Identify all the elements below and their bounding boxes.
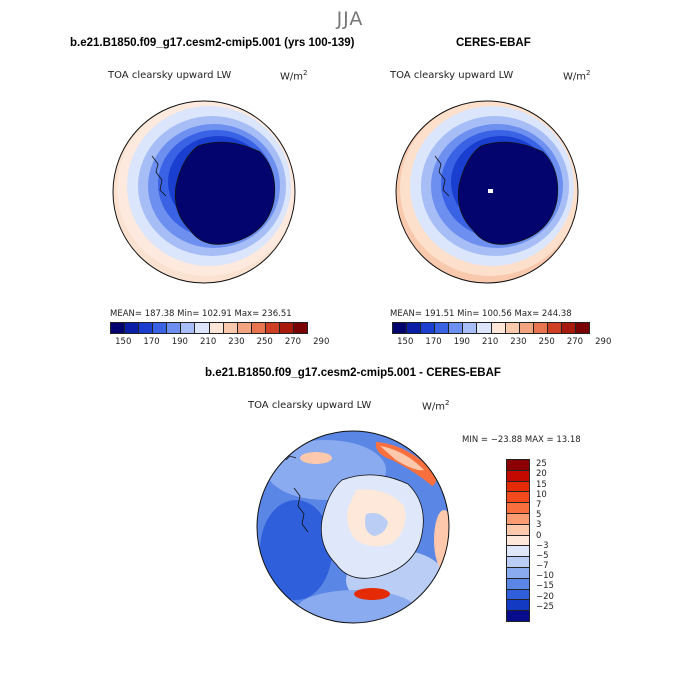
colorbar-swatch — [279, 323, 295, 333]
colorbar-tick-label: 10 — [536, 489, 547, 500]
colorbar-swatch — [294, 323, 308, 333]
colorbar-tick-label: 20 — [536, 469, 547, 480]
colorbar-tick-label: 25 — [536, 459, 547, 470]
diff-panel-variable: TOA clearsky upward LW — [248, 400, 372, 411]
colorbar-tick-label: 7 — [536, 499, 542, 510]
colorbar-swatch — [576, 323, 590, 333]
panel-1-polar-map — [112, 100, 296, 284]
colorbar-swatch — [251, 323, 266, 333]
colorbar-swatch — [507, 567, 529, 579]
colorbar-tick-label: −20 — [536, 591, 554, 602]
colorbar-swatch — [507, 481, 529, 493]
colorbar-tick-label: 210 — [482, 337, 499, 347]
colorbar-tick-label: 170 — [425, 337, 442, 347]
colorbar-swatch — [507, 546, 529, 558]
colorbar-swatch — [223, 323, 238, 333]
colorbar-swatch — [125, 323, 140, 333]
colorbar-swatch — [153, 323, 168, 333]
colorbar-tick-label: −3 — [536, 540, 549, 551]
colorbar-swatch — [491, 323, 506, 333]
colorbar-swatch — [507, 513, 529, 525]
colorbar-swatch — [421, 323, 436, 333]
colorbar-swatch — [167, 323, 182, 333]
colorbar-swatch — [209, 323, 224, 333]
colorbar-swatch — [449, 323, 464, 333]
colorbar-swatch — [507, 557, 529, 568]
colorbar-swatch — [265, 323, 280, 333]
panel-1-colorbar — [110, 322, 308, 334]
colorbar-swatch — [507, 460, 529, 471]
colorbar-swatch — [561, 323, 577, 333]
colorbar-swatch — [507, 535, 529, 547]
colorbar-tick-label: 270 — [284, 337, 302, 347]
colorbar-tick-label: 190 — [171, 337, 188, 347]
colorbar-swatch — [507, 578, 529, 590]
colorbar-tick-label: −7 — [536, 561, 549, 572]
colorbar-tick-label: 5 — [536, 510, 542, 521]
panel-2-units: W/m2 — [563, 69, 591, 83]
colorbar-swatch — [181, 323, 196, 333]
diff-panel-stats: MIN = −23.88 MAX = 13.18 — [462, 435, 581, 445]
colorbar-swatch — [111, 323, 126, 333]
colorbar-tick-label: 170 — [143, 337, 160, 347]
colorbar-tick-label: 290 — [313, 337, 330, 347]
colorbar-tick-label: 270 — [566, 337, 584, 347]
colorbar-swatch — [507, 470, 529, 482]
colorbar-tick-label: 3 — [536, 520, 542, 531]
colorbar-swatch — [507, 600, 529, 612]
diff-panel-title: b.e21.B1850.f09_g17.cesm2-cmip5.001 - CE… — [205, 367, 501, 379]
colorbar-tick-label: 290 — [595, 337, 612, 347]
colorbar-tick-label: −15 — [536, 581, 554, 592]
colorbar-tick-label: −25 — [536, 601, 554, 612]
colorbar-tick-label: 210 — [200, 337, 217, 347]
colorbar-swatch — [435, 323, 450, 333]
diff-panel-units: W/m2 — [422, 399, 450, 413]
colorbar-tick-label: 0 — [536, 530, 542, 541]
colorbar-swatch — [463, 323, 478, 333]
panel-2-polar-map — [395, 100, 579, 284]
diff-colorbar — [506, 459, 530, 622]
colorbar-tick-label: 250 — [538, 337, 555, 347]
colorbar-tick-label: 190 — [453, 337, 470, 347]
colorbar-swatch — [407, 323, 422, 333]
diff-colorbar-ticks: 25 20 15 10 7 5 3 0 −3 −5 −7 −10 −15 −20 −25 — [536, 459, 576, 622]
panel-2-title: CERES-EBAF — [456, 37, 531, 49]
colorbar-tick-label: 150 — [397, 337, 414, 347]
panel-1-title: b.e21.B1850.f09_g17.cesm2-cmip5.001 (yrs… — [70, 37, 355, 49]
panel-1-variable: TOA clearsky upward LW — [108, 70, 232, 81]
colorbar-swatch — [507, 589, 529, 601]
colorbar-tick-label: 230 — [228, 337, 245, 347]
panel-2-stats: MEAN= 191.51 Min= 100.56 Max= 244.38 — [390, 309, 572, 319]
colorbar-tick-label: 150 — [115, 337, 132, 347]
colorbar-tick-label: −10 — [536, 571, 554, 582]
colorbar-swatch — [477, 323, 492, 333]
colorbar-tick-label: 230 — [510, 337, 527, 347]
colorbar-tick-label: 250 — [256, 337, 273, 347]
colorbar-swatch — [195, 323, 210, 333]
colorbar-tick-label: 15 — [536, 479, 547, 490]
colorbar-swatch — [139, 323, 154, 333]
colorbar-swatch — [547, 323, 562, 333]
panel-1-stats: MEAN= 187.38 Min= 102.91 Max= 236.51 — [110, 309, 292, 319]
colorbar-tick-label: −5 — [536, 550, 549, 561]
colorbar-swatch — [519, 323, 534, 333]
panel-2-variable: TOA clearsky upward LW — [390, 70, 514, 81]
panel-1-units: W/m2 — [280, 69, 308, 83]
colorbar-swatch — [237, 323, 252, 333]
colorbar-swatch — [507, 611, 529, 621]
colorbar-swatch — [505, 323, 520, 333]
diff-polar-map — [256, 430, 450, 624]
season-title: JJA — [336, 8, 364, 30]
colorbar-swatch — [507, 524, 529, 536]
colorbar-swatch — [393, 323, 408, 333]
panel-2-colorbar — [392, 322, 590, 334]
colorbar-swatch — [507, 503, 529, 514]
colorbar-swatch — [533, 323, 548, 333]
colorbar-swatch — [507, 492, 529, 504]
